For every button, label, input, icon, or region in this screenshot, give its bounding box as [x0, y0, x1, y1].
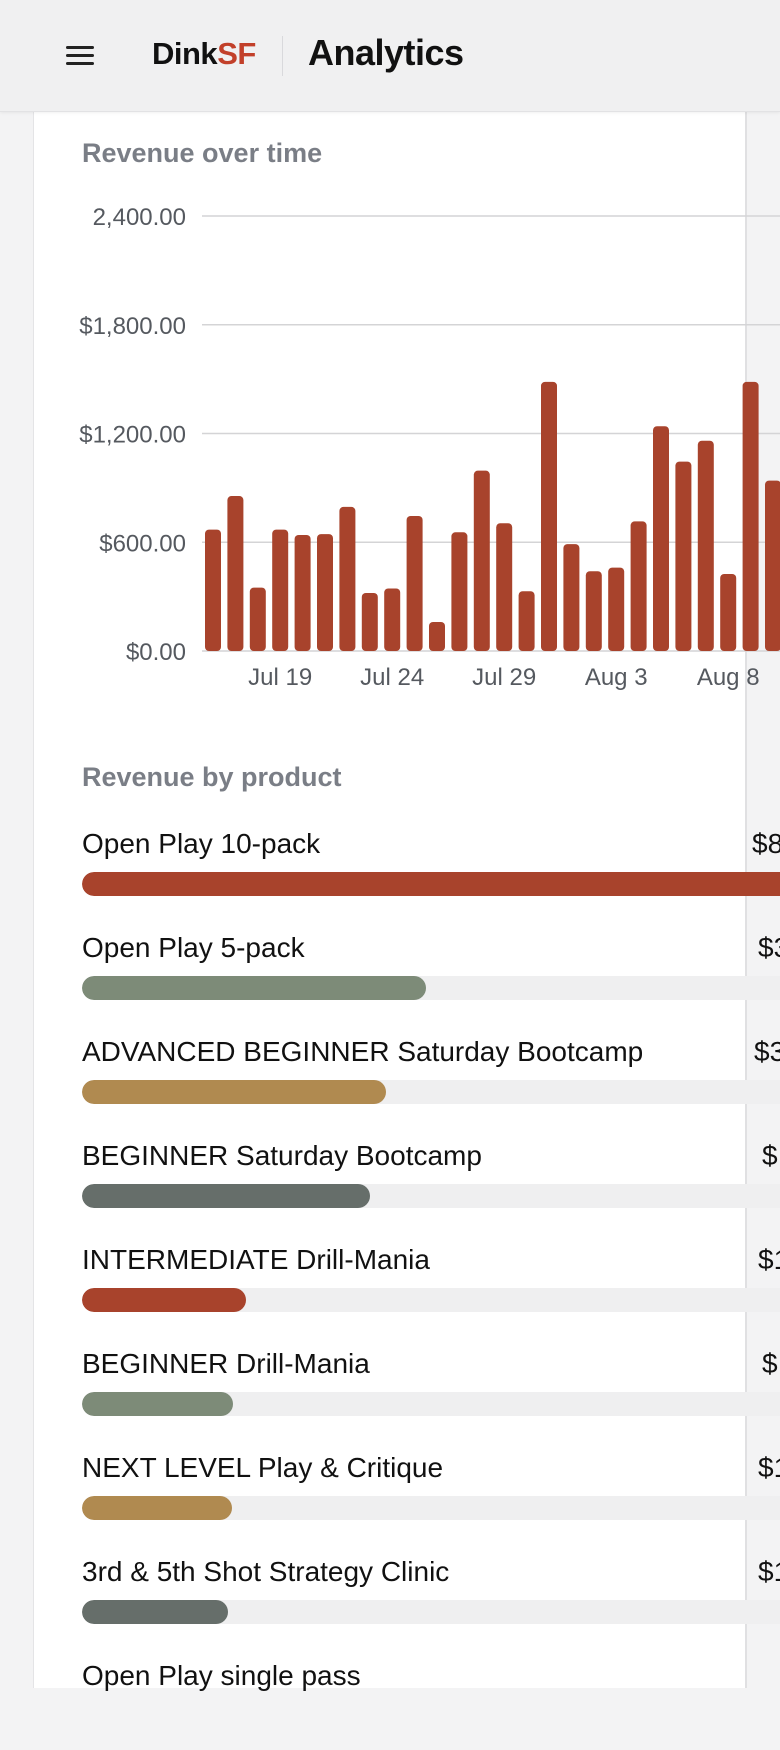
product-revenue-bar	[82, 976, 427, 1000]
revenue-bar[interactable]	[473, 470, 490, 651]
product-revenue-value: $8	[752, 828, 780, 859]
y-tick-label: 2,400.00	[93, 204, 186, 231]
product-revenue-track	[82, 1288, 780, 1312]
y-tick-label: $0.00	[126, 639, 186, 666]
revenue-bar[interactable]	[429, 622, 445, 651]
product-revenue-track	[82, 1496, 780, 1520]
product-row: Open Play single pass	[82, 1660, 780, 1750]
product-row: 3rd & 5th Shot Strategy Clinic $1	[82, 1556, 780, 1646]
revenue-bar[interactable]	[541, 381, 557, 651]
revenue-bar[interactable]	[675, 461, 692, 651]
product-name: BEGINNER Drill-Mania	[82, 1348, 370, 1379]
product-row: Open Play 10-pack $8	[82, 828, 780, 918]
product-name: 3rd & 5th Shot Strategy Clinic	[82, 1556, 450, 1587]
product-name: INTERMEDIATE Drill-Mania	[82, 1244, 430, 1275]
product-name: BEGINNER Saturday Bootcamp	[82, 1140, 482, 1171]
product-revenue-value: $1	[758, 1244, 780, 1275]
revenue-bar[interactable]	[451, 532, 468, 651]
revenue-bar[interactable]	[518, 591, 535, 651]
x-tick-label: Aug 8	[697, 664, 760, 691]
product-row: ADVANCED BEGINNER Saturday Bootcamp $3	[82, 1036, 780, 1126]
revenue-bar[interactable]	[563, 544, 580, 651]
revenue-bar[interactable]	[361, 593, 378, 651]
revenue-bar[interactable]	[406, 515, 423, 651]
revenue-bar[interactable]	[697, 440, 714, 651]
x-tick-label: Jul 19	[248, 664, 312, 691]
product-revenue-bar	[82, 1184, 370, 1208]
revenue-bar[interactable]	[720, 573, 737, 651]
product-row: INTERMEDIATE Drill-Mania $1	[82, 1244, 780, 1334]
revenue-bar[interactable]	[227, 496, 244, 651]
revenue-bar[interactable]	[317, 534, 333, 651]
product-revenue-bar	[82, 1288, 247, 1312]
revenue-bar[interactable]	[608, 567, 625, 651]
revenue-bar[interactable]	[249, 587, 266, 651]
revenue-bar[interactable]	[742, 381, 759, 651]
revenue-over-time-chart: $0.00 $600.00 $1,200.00 $1,800.00 2,400.00 Ju…	[79, 204, 780, 691]
product-revenue-value: $	[762, 1348, 778, 1379]
page-title: Analytics	[308, 32, 464, 73]
product-revenue-track	[82, 872, 780, 896]
product-revenue-value: $1	[758, 1452, 780, 1483]
product-revenue-value: $1	[758, 1556, 780, 1587]
product-revenue-value: $3	[758, 932, 780, 963]
product-row: BEGINNER Drill-Mania $	[82, 1348, 780, 1438]
product-name: ADVANCED BEGINNER Saturday Bootcamp	[82, 1036, 644, 1067]
product-row: NEXT LEVEL Play & Critique $1	[82, 1452, 780, 1542]
brand-logo[interactable]: DinkSF	[152, 36, 256, 72]
product-revenue-track	[82, 1184, 780, 1208]
revenue-by-product-title: Revenue by product	[82, 762, 342, 792]
revenue-bar[interactable]	[294, 535, 311, 651]
product-revenue-bar	[82, 1496, 232, 1520]
product-revenue-bar	[82, 872, 780, 896]
brand-accent-text: SF	[217, 36, 256, 71]
product-revenue-bar	[82, 1080, 386, 1104]
y-tick-label: $1,800.00	[79, 313, 186, 340]
revenue-bar[interactable]	[496, 523, 513, 651]
product-name: Open Play 5-pack	[82, 932, 305, 963]
top-app-bar: DinkSF Analytics	[0, 0, 780, 112]
hamburger-menu-icon[interactable]	[62, 40, 98, 72]
x-tick-label: Jul 29	[472, 664, 536, 691]
x-tick-label: Jul 24	[360, 664, 424, 691]
brand-main-text: Dink	[152, 36, 218, 71]
revenue-bar[interactable]	[765, 480, 780, 651]
product-revenue-track	[82, 976, 780, 1000]
revenue-bar[interactable]	[384, 588, 401, 651]
revenue-over-time-title: Revenue over time	[82, 138, 323, 168]
product-row: BEGINNER Saturday Bootcamp $	[82, 1140, 780, 1230]
product-name: Open Play single pass	[82, 1660, 361, 1691]
revenue-bar[interactable]	[272, 529, 289, 651]
revenue-bar[interactable]	[205, 529, 221, 651]
product-name: NEXT LEVEL Play & Critique	[82, 1452, 444, 1483]
product-revenue-value: $	[762, 1140, 778, 1171]
revenue-bar[interactable]	[630, 521, 647, 651]
product-row: Open Play 5-pack $3	[82, 932, 780, 1022]
product-revenue-track	[82, 1392, 780, 1416]
y-tick-label: $1,200.00	[79, 422, 186, 449]
revenue-bar[interactable]	[585, 571, 602, 651]
product-revenue-value: $3	[754, 1036, 780, 1067]
y-tick-label: $600.00	[99, 530, 186, 557]
revenue-bar[interactable]	[653, 426, 669, 651]
product-revenue-track	[82, 1080, 780, 1104]
product-name: Open Play 10-pack	[82, 828, 321, 859]
x-tick-label: Aug 3	[585, 664, 648, 691]
analytics-card	[33, 112, 747, 1688]
product-revenue-bar	[82, 1392, 234, 1416]
header-divider	[282, 36, 283, 76]
product-revenue-track	[82, 1600, 780, 1624]
revenue-bar[interactable]	[339, 506, 356, 651]
product-revenue-bar	[82, 1600, 229, 1624]
